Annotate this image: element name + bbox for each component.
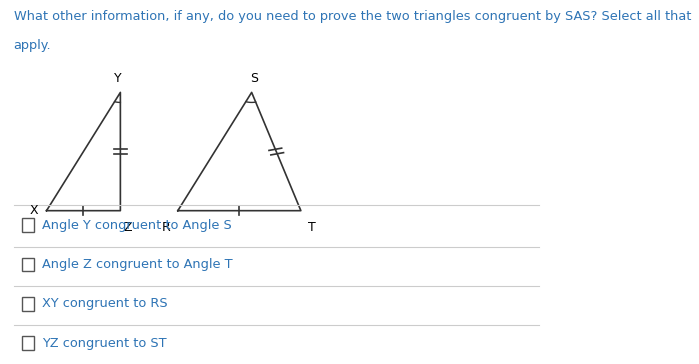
FancyBboxPatch shape: [22, 258, 34, 271]
Text: Angle Y congruent to Angle S: Angle Y congruent to Angle S: [42, 218, 232, 232]
Text: XY congruent to RS: XY congruent to RS: [42, 297, 168, 310]
Text: Z: Z: [123, 221, 131, 234]
FancyBboxPatch shape: [22, 336, 34, 350]
Text: YZ congruent to ST: YZ congruent to ST: [42, 337, 167, 350]
Text: X: X: [29, 204, 38, 217]
Text: apply.: apply.: [14, 39, 51, 52]
Text: What other information, if any, do you need to prove the two triangles congruent: What other information, if any, do you n…: [14, 10, 691, 23]
Text: Y: Y: [114, 71, 122, 84]
Text: T: T: [308, 221, 316, 234]
FancyBboxPatch shape: [22, 297, 34, 311]
Text: Angle Z congruent to Angle T: Angle Z congruent to Angle T: [42, 258, 233, 271]
Text: S: S: [250, 71, 259, 84]
FancyBboxPatch shape: [22, 218, 34, 232]
Text: R: R: [162, 221, 171, 234]
